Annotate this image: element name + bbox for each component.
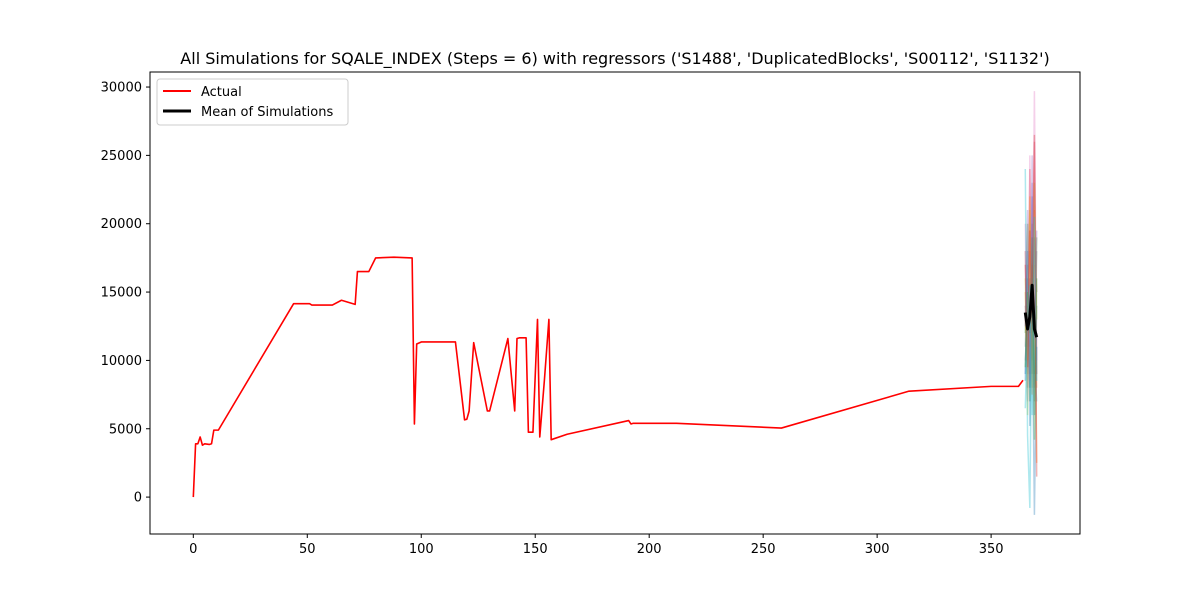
actual-line [192, 256, 1024, 498]
x-tick-label: 250 [751, 542, 776, 557]
actual-series [192, 256, 1024, 498]
y-tick-label: 5000 [109, 422, 142, 437]
simulation-line-10 [1024, 169, 1038, 509]
y-tick-label: 20000 [101, 217, 142, 232]
y-tick-label: 15000 [101, 286, 142, 301]
simulation-line-6 [1024, 237, 1038, 375]
simulation-line-3 [1024, 223, 1038, 402]
x-axis-ticks: 0 50 100 150 200 250 300 350 [189, 534, 1004, 557]
simulation-line-4 [1024, 141, 1038, 388]
x-tick-label: 100 [409, 542, 434, 557]
y-tick-label: 0 [134, 491, 142, 506]
mean-line [1023, 283, 1039, 338]
y-tick-label: 10000 [101, 354, 142, 369]
legend: Actual Mean of Simulations [156, 78, 349, 126]
legend-box [156, 78, 349, 126]
simulation-line-16 [1024, 216, 1038, 416]
y-axis-ticks: 0 5000 10000 15000 20000 25000 30000 [101, 81, 150, 506]
x-tick-label: 350 [979, 542, 1004, 557]
simulation-line-7 [1024, 91, 1038, 402]
x-tick-label: 150 [523, 542, 548, 557]
legend-label-actual: Actual [201, 85, 242, 100]
x-tick-label: 50 [299, 542, 316, 557]
plot-frame [149, 71, 1081, 535]
mean-series [1023, 283, 1039, 338]
x-tick-label: 0 [189, 542, 197, 557]
x-tick-label: 300 [865, 542, 890, 557]
y-tick-label: 25000 [101, 149, 142, 164]
simulation-line-14 [1024, 134, 1038, 477]
chart-title: All Simulations for SQALE_INDEX (Steps =… [180, 49, 1049, 69]
y-tick-label: 30000 [101, 81, 142, 96]
simulation-line-11 [1024, 251, 1038, 515]
legend-label-mean: Mean of Simulations [201, 105, 333, 120]
simulation-line-5 [1024, 155, 1038, 388]
x-tick-label: 200 [637, 542, 662, 557]
simulation-lines [1024, 91, 1038, 515]
